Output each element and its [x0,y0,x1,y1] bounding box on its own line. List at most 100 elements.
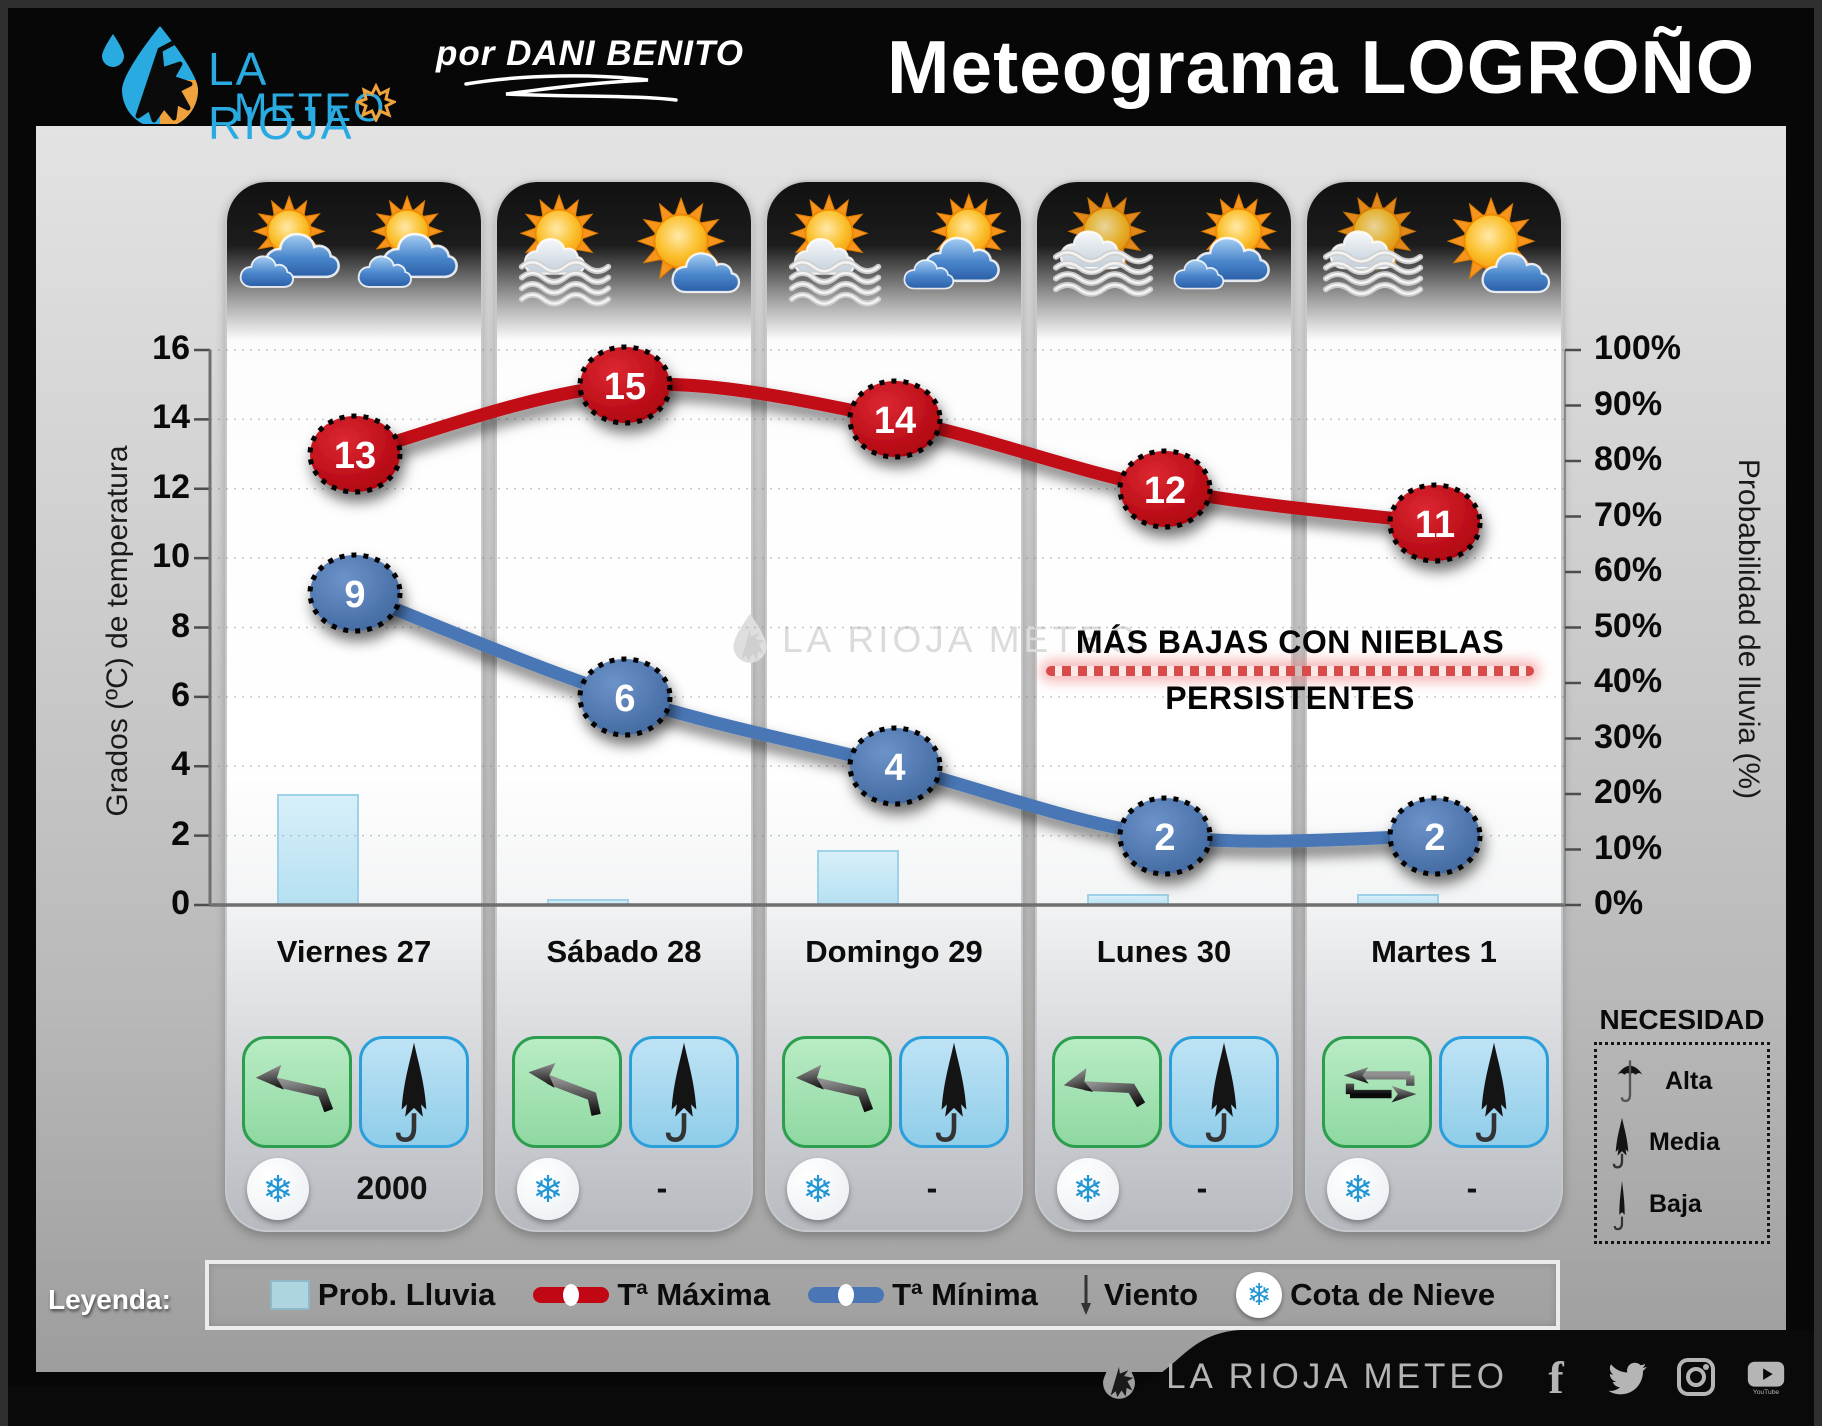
footer-brand: LA RIOJA METEO [1166,1357,1508,1396]
footer-band [8,1330,1814,1426]
snowflake-icon: ❄ [1057,1158,1119,1220]
legend-item: Prob. Lluvia [269,1277,496,1313]
line-red-icon [533,1284,610,1306]
legend-item-label: Viento [1103,1277,1199,1312]
umbrella-icon [1205,1042,1237,1142]
umbrella-icon [665,1042,697,1142]
youtube-icon[interactable]: YouTube [1744,1353,1788,1401]
snow-level-value: 2000 [356,1170,428,1206]
necesidad-item-label: Alta [1665,1067,1713,1096]
wind-card [512,1036,622,1148]
day-column: Domingo 29 ❄ - [765,180,1023,1232]
instagram-icon[interactable] [1674,1353,1718,1401]
left-tick-label: 16 [152,329,190,367]
day-label: Sábado 28 [546,934,702,969]
necesidad-item: Alta [1607,1055,1757,1109]
wind-arrow-icon [1080,1275,1091,1315]
necesidad-item-label: Media [1649,1128,1720,1157]
rain-probability-bar [547,899,629,905]
snowflake-icon: ❄ [517,1158,579,1220]
wind-arrow-icon [255,1064,334,1113]
snow-level-value: - [656,1170,668,1206]
day-column: Viernes 27 ❄ 2000 [225,180,483,1232]
rain-probability-bar [277,794,359,905]
sun-clouds-icon [357,194,458,288]
footer-drop-icon [1103,1351,1136,1399]
left-axis-title: Grados (ºC) de temperatura [101,445,134,817]
right-tick-label: 20% [1594,773,1663,811]
right-tick-label: 80% [1594,440,1663,478]
signature-squiggle [464,74,678,102]
day-label: Martes 1 [1371,934,1497,969]
day-column: Sábado 28 ❄ - [495,180,753,1232]
footer: LA RIOJA METEO f YouTube [1098,1342,1788,1412]
left-tick-label: 10 [152,537,190,576]
header: LA RIOJA METEO por DANI BENITO Meteogram… [8,8,1814,149]
annotation-line1: MÁS BAJAS CON NIEBLAS [1075,624,1505,660]
orange-leaf-icon [356,82,396,122]
twitter-icon[interactable] [1604,1353,1648,1401]
snow-level-value: - [1466,1170,1478,1206]
umbrella-half-icon [1612,1117,1629,1169]
rain-probability-bar [1357,893,1439,905]
legend-item-label: Tª Máxima [617,1277,771,1312]
snowflake-icon: ❄ [1327,1158,1389,1220]
umbrella-open-icon [1617,1060,1643,1102]
wind-card [1052,1036,1162,1148]
umbrella-card [1439,1036,1549,1148]
byline-text: por DANI BENITO [436,34,744,73]
day-label: Lunes 30 [1096,934,1232,969]
bar-swatch-icon [269,1280,310,1310]
annotation: MÁS BAJAS CON NIEBLAS PERSISTENTES [1035,624,1545,717]
annotation-line2: PERSISTENTES [1165,680,1415,716]
legend-item-label: Prob. Lluvia [317,1277,496,1312]
page-title: Meteograma LOGROÑO [886,25,1756,109]
sun-cloud-icon [636,196,741,294]
rain-probability-bar [817,849,899,905]
fog-sun-icon [1052,192,1154,297]
facebook-icon[interactable]: f [1548,1351,1564,1403]
snowflake-icon: ❄ [1236,1272,1283,1318]
legend-item: Tª Mínima [808,1277,1038,1313]
left-tick-label: 2 [171,814,190,853]
snowflake-icon: ❄ [247,1158,309,1220]
right-tick-label: 30% [1594,717,1663,756]
umbrella-icon [935,1042,967,1142]
fog-sun-icon [1322,192,1424,297]
necesidad-item: Media [1607,1116,1757,1170]
brand-name-line1: LA RIOJA [208,43,354,149]
legend-item: Viento [1076,1273,1198,1317]
umbrella-icon [1475,1042,1507,1142]
legend-item-label: Tª Mínima [892,1277,1038,1312]
right-tick-label: 50% [1594,606,1663,645]
sun-fog-icon [518,193,612,307]
right-axis-title: Probabilidad de lluvia (%) [1732,458,1765,800]
brand-name-line2: METEO [234,86,387,130]
necesidad-title: NECESIDAD [1599,1004,1765,1035]
wind-card [1322,1036,1432,1148]
sun-clouds-icon [239,194,340,288]
necesidad-item-label: Baja [1649,1189,1702,1218]
umbrella-icon [395,1042,427,1142]
brand-logo: LA RIOJA METEO [56,20,396,149]
snow-level-value: - [926,1170,938,1206]
wind-card [782,1036,892,1148]
necesidad-item: Baja [1607,1177,1757,1231]
right-tick-label: 100% [1594,329,1681,367]
wind-arrow-icon [528,1062,601,1116]
cloud-sun-icon [1173,193,1277,290]
snowflake-icon: ❄ [787,1158,849,1220]
wind-variable-icon [1343,1067,1417,1103]
sun-cloud-icon [1446,196,1551,294]
sun-fog-icon [788,193,882,307]
left-tick-label: 14 [152,398,190,437]
svg-text:YouTube: YouTube [1753,1389,1780,1396]
line-blue-icon [808,1284,885,1306]
brand-drop-icon [102,26,198,128]
day-label: Viernes 27 [276,934,432,969]
right-tick-label: 10% [1594,828,1663,867]
legend-label: Leyenda: [48,1284,171,1315]
right-tick-label: 60% [1594,551,1663,589]
umbrella-card [359,1036,469,1148]
